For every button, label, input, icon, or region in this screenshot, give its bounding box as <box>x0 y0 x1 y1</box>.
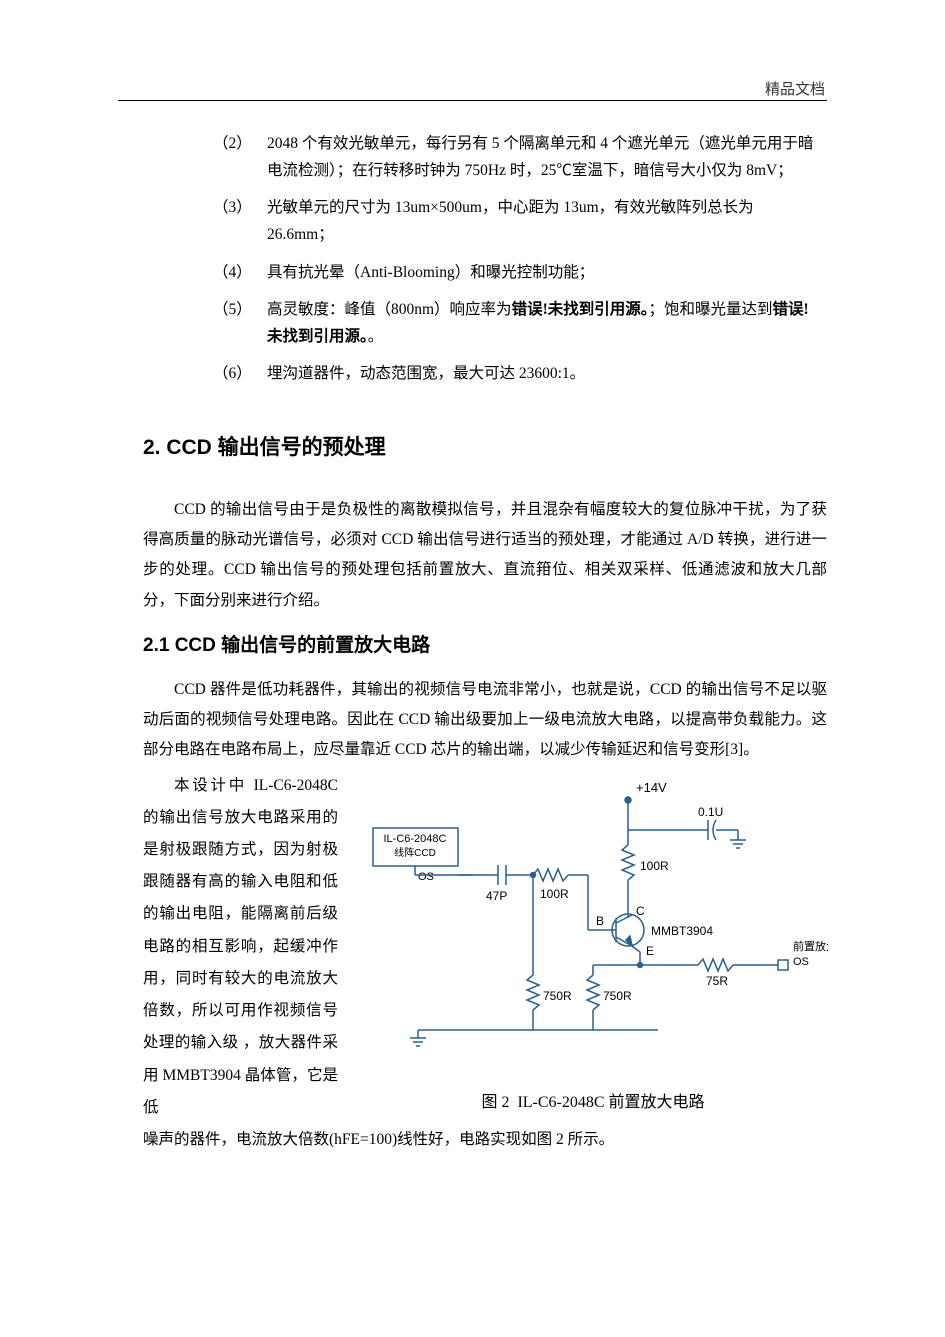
error-ref: 错误!未找到引用源。 <box>512 301 649 318</box>
page-content: （2） 2048 个有效光敏单元，每行另有 5 个隔离单元和 4 个遮光单元（遮… <box>118 130 827 1156</box>
label-b: B <box>596 914 604 928</box>
paragraph: CCD 器件是低功耗器件，其输出的视频信号电流非常小，也就是说，CCD 的输出信… <box>143 675 827 766</box>
list-text: 具有抗光晕（Anti-Blooming）和曝光控制功能； <box>267 259 817 286</box>
caption-text: IL-C6-2048C 前置放大电路 <box>517 1094 704 1111</box>
list-text: 光敏单元的尺寸为 13um×500um，中心距为 13um，有效光敏阵列总长为 … <box>267 194 817 248</box>
label-r4: 750R <box>603 989 632 1003</box>
label-c: C <box>636 904 645 918</box>
list-item: （5） 高灵敏度：峰值（800nm）响应率为错误!未找到引用源。；饱和曝光量达到… <box>213 296 817 350</box>
caption-prefix: 图 <box>481 1094 497 1111</box>
list-text-post: 。 <box>368 328 384 345</box>
paragraph: CCD 的输出信号由于是负极性的离散模拟信号，并且混杂有幅度较大的复位脉冲干扰，… <box>143 495 827 616</box>
list-number: （6） <box>213 360 267 387</box>
circuit-diagram: +14V 100R 0.1U <box>358 770 828 1075</box>
list-number: （2） <box>213 130 267 157</box>
heading-2: 2. CCD 输出信号的预处理 <box>143 431 827 461</box>
label-r2: 100R <box>640 859 669 873</box>
label-chip2: 线阵CCD <box>394 846 436 859</box>
paragraph-continued: 噪声的器件，电流放大倍数(hFE=100)线性好，电路实现如图 2 所示。 <box>143 1124 827 1156</box>
list-item: （6） 埋沟道器件，动态范围宽，最大可达 23600:1。 <box>213 360 817 387</box>
list-text: 2048 个有效光敏单元，每行另有 5 个隔离单元和 4 个遮光单元（遮光单元用… <box>267 130 817 184</box>
list-item: （4） 具有抗光晕（Anti-Blooming）和曝光控制功能； <box>213 259 817 286</box>
text-figure-wrap: 本设计中 IL-C6-2048C 的输出信号放大电路采用的是射极跟随方式，因为射… <box>143 770 827 1125</box>
header-mark: 精品文档 <box>765 78 825 99</box>
list-item: （3） 光敏单元的尺寸为 13um×500um，中心距为 13um，有效光敏阵列… <box>213 194 817 248</box>
label-r1: 100R <box>540 887 569 901</box>
label-r3: 750R <box>543 989 572 1003</box>
list-number: （5） <box>213 296 267 323</box>
wrapped-paragraph: 本设计中 IL-C6-2048C 的输出信号放大电路采用的是射极跟随方式，因为射… <box>143 770 338 1125</box>
figure: +14V 100R 0.1U <box>358 770 828 1112</box>
list-item: （2） 2048 个有效光敏单元，每行另有 5 个隔离单元和 4 个遮光单元（遮… <box>213 130 817 184</box>
label-r5: 75R <box>706 974 728 988</box>
list-number: （4） <box>213 259 267 286</box>
caption-number: 2 <box>501 1094 509 1111</box>
label-out2: OS <box>793 956 809 968</box>
header-rule <box>118 100 827 101</box>
list-text: 埋沟道器件，动态范围宽，最大可达 23600:1。 <box>267 360 817 387</box>
numbered-list: （2） 2048 个有效光敏单元，每行另有 5 个隔离单元和 4 个遮光单元（遮… <box>213 130 817 387</box>
list-number: （3） <box>213 194 267 221</box>
label-out1: 前置放大输出 <box>793 939 828 953</box>
label-os: OS <box>418 871 434 883</box>
label-cap2: 0.1U <box>698 805 723 819</box>
list-text-pre: 高灵敏度：峰值（800nm）响应率为 <box>267 301 512 318</box>
heading-3: 2.1 CCD 输出信号的前置放大电路 <box>143 630 827 657</box>
list-text-mid: ；饱和曝光量达到 <box>648 301 772 318</box>
label-chip1: IL-C6-2048C <box>384 833 447 845</box>
label-e: E <box>646 944 654 958</box>
label-transistor: MMBT3904 <box>651 924 713 938</box>
figure-caption: 图 2 IL-C6-2048C 前置放大电路 <box>358 1088 828 1112</box>
label-cap1: 47P <box>486 889 507 903</box>
list-text: 高灵敏度：峰值（800nm）响应率为错误!未找到引用源。；饱和曝光量达到错误!未… <box>267 296 817 350</box>
label-vcc: +14V <box>636 780 667 795</box>
